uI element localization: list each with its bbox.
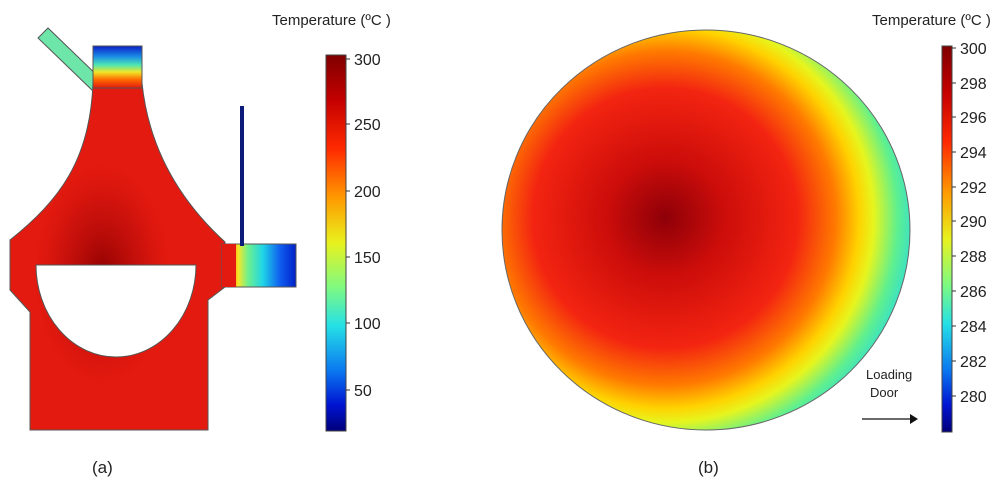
- loading-door-label-line1: Loading: [866, 367, 912, 382]
- colorbar-a-tick-label: 250: [354, 117, 381, 134]
- panel-a-geometry: [9, 27, 297, 431]
- colorbar-b-tick-label: 294: [960, 145, 987, 162]
- panel-b-geometry: [501, 29, 911, 431]
- colorbar-b-tick-label: 286: [960, 284, 987, 301]
- colorbar-b-title: Temperature (ºC ): [872, 12, 991, 29]
- panel-b-caption: (b): [698, 458, 719, 477]
- colorbar-b-tick-label: 300: [960, 41, 987, 58]
- colorbar-b-tick-label: 288: [960, 249, 987, 266]
- colorbar-a: 300 250 200 150 100 50: [325, 52, 381, 432]
- furnace-disc: [501, 29, 911, 431]
- colorbar-a-tick-label: 300: [354, 52, 381, 69]
- colorbar-b-tick-label: 280: [960, 389, 987, 406]
- colorbar-b-tick-label: 282: [960, 354, 987, 371]
- probe-rod: [240, 106, 244, 246]
- panel-a-caption: (a): [92, 458, 113, 477]
- colorbar-a-title: Temperature (ºC ): [272, 12, 391, 29]
- colorbar-b: 300 298 296 294 292 290 288 286 284 282 280: [941, 41, 987, 433]
- colorbar-b-gradient: [941, 45, 953, 433]
- colorbar-b-tick-label: 292: [960, 180, 987, 197]
- top-neck: [92, 45, 143, 89]
- colorbar-a-tick-label: 50: [354, 383, 372, 400]
- colorbar-a-tick-label: 200: [354, 184, 381, 201]
- semicircle-cavity: [35, 264, 197, 358]
- colorbar-a-tick-label: 150: [354, 250, 381, 267]
- colorbar-b-tick-label: 298: [960, 76, 987, 93]
- colorbar-a-tick-label: 100: [354, 316, 381, 333]
- loading-door-arrow: [862, 414, 918, 424]
- loading-door-label-line2: Door: [870, 385, 899, 400]
- colorbar-b-tick-label: 290: [960, 214, 987, 231]
- colorbar-b-tick-label: 284: [960, 319, 987, 336]
- colorbar-a-gradient: [325, 54, 347, 432]
- colorbar-b-tick-label: 296: [960, 110, 987, 127]
